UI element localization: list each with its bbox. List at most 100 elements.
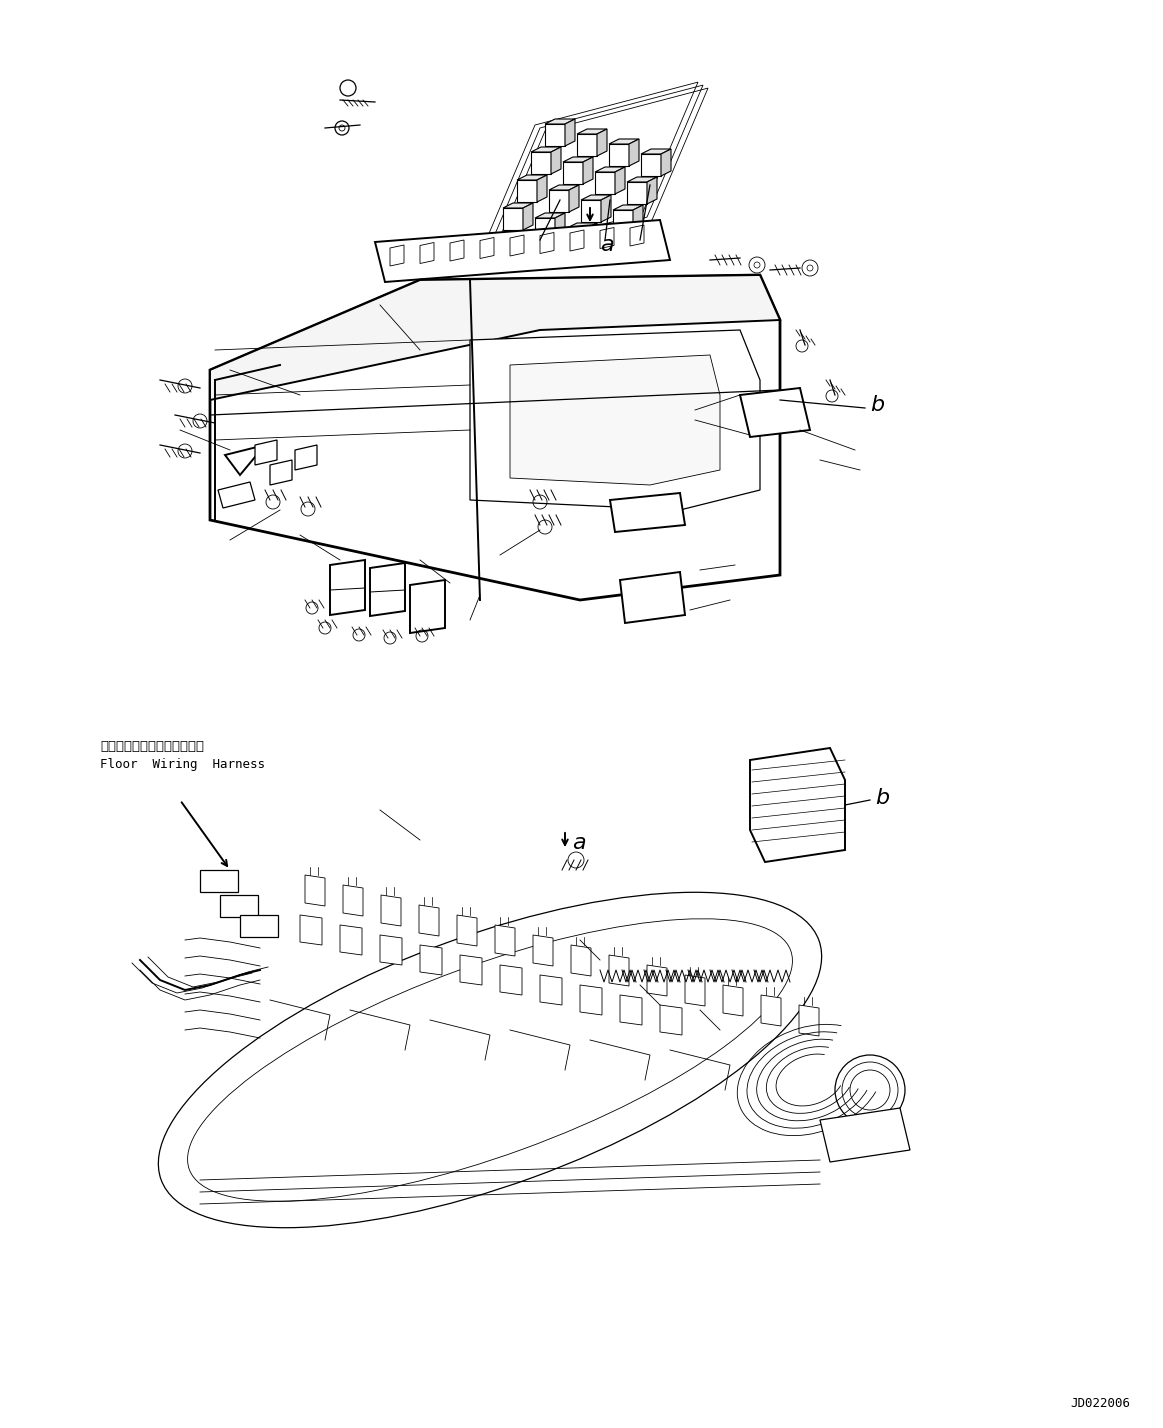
Polygon shape xyxy=(661,149,671,176)
Polygon shape xyxy=(411,580,445,633)
Polygon shape xyxy=(601,196,611,221)
Polygon shape xyxy=(563,157,593,161)
Polygon shape xyxy=(587,223,597,250)
Polygon shape xyxy=(340,925,362,955)
Polygon shape xyxy=(531,147,561,151)
Polygon shape xyxy=(577,134,597,156)
Polygon shape xyxy=(457,915,477,945)
Polygon shape xyxy=(659,1005,682,1035)
Polygon shape xyxy=(533,935,552,965)
Polygon shape xyxy=(545,124,565,146)
Polygon shape xyxy=(461,955,481,985)
Polygon shape xyxy=(613,210,633,231)
Polygon shape xyxy=(540,975,562,1005)
Polygon shape xyxy=(563,161,583,184)
Polygon shape xyxy=(470,330,759,510)
Polygon shape xyxy=(211,276,780,600)
Text: フロアワイヤリングハーネス: フロアワイヤリングハーネス xyxy=(100,740,204,753)
Polygon shape xyxy=(374,220,670,281)
Text: a: a xyxy=(572,833,586,853)
Polygon shape xyxy=(627,181,647,204)
Polygon shape xyxy=(504,208,523,230)
Polygon shape xyxy=(595,167,625,171)
Text: b: b xyxy=(870,396,884,416)
Text: Floor  Wiring  Harness: Floor Wiring Harness xyxy=(100,758,265,771)
Polygon shape xyxy=(420,945,442,975)
Polygon shape xyxy=(597,129,607,156)
Text: b: b xyxy=(875,788,890,808)
Polygon shape xyxy=(582,200,601,221)
Polygon shape xyxy=(609,139,638,144)
Polygon shape xyxy=(545,119,575,124)
Polygon shape xyxy=(750,748,846,863)
Polygon shape xyxy=(511,356,720,486)
Text: JD022006: JD022006 xyxy=(1070,1397,1130,1409)
Polygon shape xyxy=(620,995,642,1025)
Polygon shape xyxy=(619,233,629,260)
Polygon shape xyxy=(523,203,533,230)
Polygon shape xyxy=(518,180,537,201)
Polygon shape xyxy=(600,227,614,248)
Polygon shape xyxy=(609,955,629,985)
Polygon shape xyxy=(420,243,434,264)
Polygon shape xyxy=(211,276,780,400)
Polygon shape xyxy=(595,171,615,194)
Text: a: a xyxy=(600,236,614,256)
Polygon shape xyxy=(641,149,671,154)
Polygon shape xyxy=(641,154,661,176)
Polygon shape xyxy=(343,885,363,915)
Polygon shape xyxy=(761,995,782,1025)
Polygon shape xyxy=(504,203,533,208)
Polygon shape xyxy=(633,206,643,231)
Polygon shape xyxy=(577,129,607,134)
Polygon shape xyxy=(300,915,322,945)
Polygon shape xyxy=(580,985,602,1015)
Polygon shape xyxy=(500,965,522,995)
Polygon shape xyxy=(531,151,551,174)
Polygon shape xyxy=(495,925,515,955)
Polygon shape xyxy=(390,246,404,266)
Polygon shape xyxy=(450,240,464,261)
Polygon shape xyxy=(627,177,657,181)
Polygon shape xyxy=(270,460,292,486)
Polygon shape xyxy=(611,493,685,533)
Polygon shape xyxy=(613,206,643,210)
Polygon shape xyxy=(647,965,668,995)
Polygon shape xyxy=(583,157,593,184)
FancyBboxPatch shape xyxy=(240,915,278,937)
Polygon shape xyxy=(555,213,565,240)
Polygon shape xyxy=(571,945,591,975)
Polygon shape xyxy=(647,177,657,204)
Polygon shape xyxy=(255,440,277,466)
Polygon shape xyxy=(685,975,705,1005)
Polygon shape xyxy=(599,233,629,238)
Polygon shape xyxy=(629,139,638,166)
Polygon shape xyxy=(549,186,579,190)
Polygon shape xyxy=(799,1005,819,1035)
Polygon shape xyxy=(599,238,619,260)
Polygon shape xyxy=(330,560,365,615)
Polygon shape xyxy=(535,218,555,240)
Polygon shape xyxy=(630,226,644,246)
Polygon shape xyxy=(568,228,587,250)
Polygon shape xyxy=(540,233,554,254)
Polygon shape xyxy=(568,223,597,228)
Polygon shape xyxy=(480,237,494,258)
FancyBboxPatch shape xyxy=(200,870,238,892)
Polygon shape xyxy=(620,573,685,623)
Polygon shape xyxy=(537,176,547,201)
Circle shape xyxy=(340,80,356,96)
Polygon shape xyxy=(565,119,575,146)
Polygon shape xyxy=(419,905,438,935)
Polygon shape xyxy=(380,935,402,965)
Polygon shape xyxy=(740,388,809,437)
Polygon shape xyxy=(549,190,569,211)
Polygon shape xyxy=(615,167,625,194)
Polygon shape xyxy=(511,236,525,256)
Polygon shape xyxy=(570,230,584,251)
Polygon shape xyxy=(535,213,565,218)
Polygon shape xyxy=(820,1108,909,1162)
Polygon shape xyxy=(518,176,547,180)
Polygon shape xyxy=(370,563,405,615)
Polygon shape xyxy=(381,895,401,925)
